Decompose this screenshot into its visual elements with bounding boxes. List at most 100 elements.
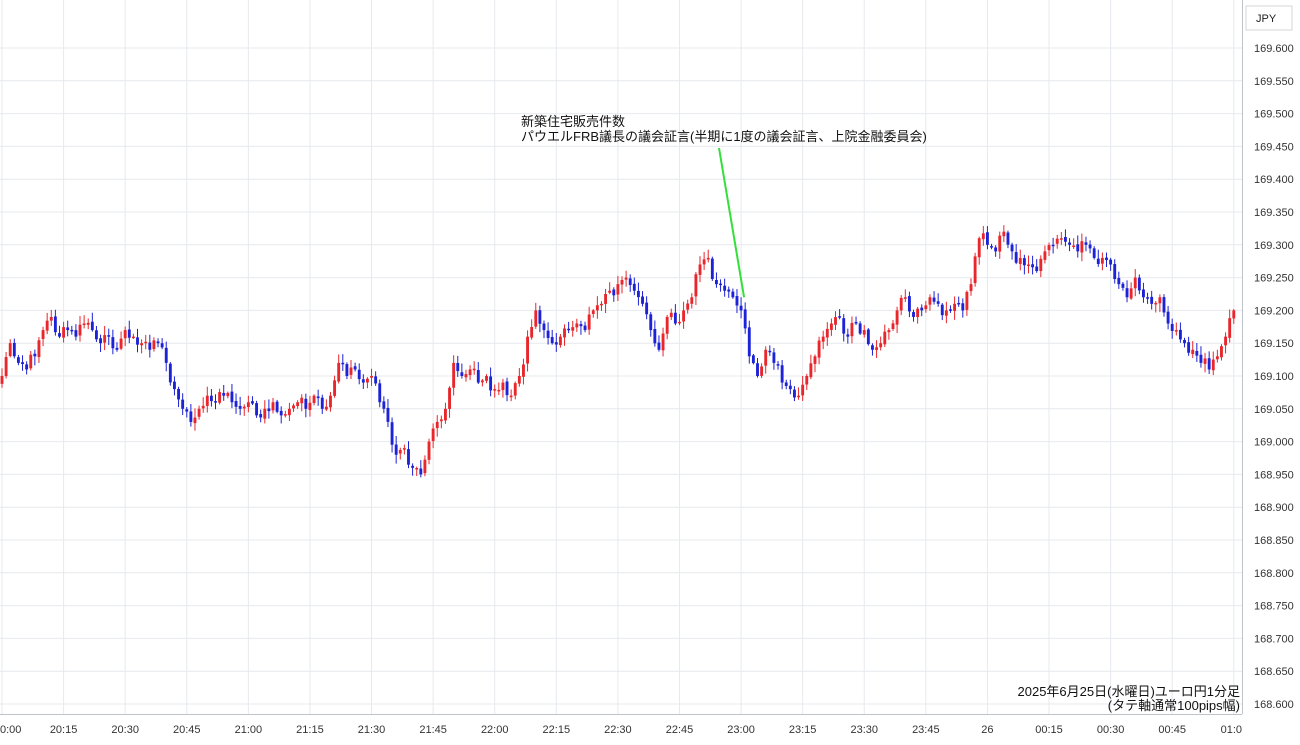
candle-body: [62, 327, 66, 338]
x-tick-label: 22:30: [604, 724, 632, 736]
candle-body: [1047, 245, 1051, 251]
candle-body: [349, 367, 353, 375]
candle-body: [850, 322, 854, 337]
x-tick-label: 00:45: [1158, 724, 1186, 736]
candle-body: [682, 310, 686, 322]
chart-title: 2025年6月25日(水曜日)ユーロ円1分足: [1018, 684, 1241, 699]
candle-body: [879, 343, 883, 348]
x-tick-label: 21:15: [296, 724, 324, 736]
candle-body: [456, 362, 460, 372]
candle-body: [1174, 330, 1178, 332]
candle-body: [168, 363, 172, 383]
candle-body: [977, 238, 981, 258]
candle-body: [694, 274, 698, 297]
candle-body: [969, 284, 973, 292]
candle-body: [784, 382, 788, 386]
candle-body: [103, 335, 107, 343]
candle-body: [678, 321, 681, 324]
candle-body: [1224, 336, 1228, 346]
candle-body: [1010, 244, 1014, 252]
y-tick-label: 169.050: [1254, 404, 1294, 416]
candle-body: [312, 395, 316, 404]
candle-body: [747, 327, 751, 357]
x-tick-label: 22:45: [666, 724, 694, 736]
x-tick-label: 0:00: [0, 724, 21, 736]
candle-body: [1105, 257, 1108, 261]
candle-body: [4, 357, 8, 377]
candle-body: [829, 323, 833, 330]
candle-body: [932, 297, 936, 302]
candle-body: [41, 330, 45, 340]
candle-body: [324, 406, 328, 410]
y-tick-label: 168.700: [1254, 633, 1294, 645]
y-tick-label: 169.300: [1254, 240, 1294, 252]
candle-body: [259, 414, 263, 418]
candle-body: [1002, 231, 1006, 237]
candle-body: [1096, 258, 1100, 264]
candle-body: [1072, 245, 1076, 248]
annotation-line-1: 新築住宅販売件数: [521, 114, 625, 129]
candle-body: [756, 363, 759, 376]
candle-body: [427, 441, 431, 460]
candle-body: [292, 405, 295, 409]
candle-body: [1121, 283, 1125, 288]
candle-body: [1142, 289, 1145, 298]
candle-body: [1031, 264, 1035, 268]
candle-body: [776, 364, 780, 366]
candle-body: [86, 322, 90, 325]
candle-body: [505, 381, 509, 396]
candle-body: [965, 291, 969, 310]
candle-body: [780, 365, 784, 383]
candle-body: [571, 327, 575, 331]
candle-body: [1064, 237, 1067, 242]
candle-body: [517, 376, 521, 384]
candle-body: [448, 387, 451, 409]
y-tick-label: 169.150: [1254, 338, 1294, 350]
candle-body: [353, 366, 357, 370]
candle-body: [846, 334, 850, 337]
y-tick-label: 168.950: [1254, 469, 1294, 481]
x-tick-label: 20:15: [50, 724, 78, 736]
candle-body: [370, 376, 373, 378]
candle-body: [300, 397, 304, 404]
candle-body: [287, 408, 291, 416]
candle-body: [579, 324, 583, 327]
candle-body: [731, 291, 735, 298]
candle-body: [0, 376, 4, 384]
x-tick-label: 00:30: [1097, 724, 1125, 736]
candle-body: [1092, 248, 1096, 258]
candle-body: [1055, 238, 1059, 244]
candle-body: [1228, 318, 1232, 338]
candle-body: [283, 414, 287, 416]
candle-body: [1203, 358, 1207, 364]
candle-body: [308, 402, 312, 410]
candle-body: [1191, 349, 1195, 355]
candle-body: [751, 355, 755, 364]
candle-body: [209, 395, 213, 402]
candle-body: [760, 366, 764, 376]
candle-body: [768, 350, 772, 353]
x-tick-label: 21:45: [419, 724, 447, 736]
candle-body: [1100, 257, 1104, 264]
candle-body: [702, 259, 706, 265]
candle-body: [452, 362, 456, 388]
candle-body: [238, 405, 242, 409]
candle-body: [485, 376, 488, 381]
candle-body: [998, 235, 1002, 252]
candle-body: [661, 333, 665, 351]
candle-body: [1166, 311, 1170, 324]
candle-body: [866, 329, 870, 345]
candle-body: [1076, 244, 1080, 252]
candle-body: [78, 324, 82, 336]
candle-body: [222, 392, 226, 396]
candle-body: [928, 297, 932, 305]
candle-body: [624, 277, 628, 280]
candle-body: [558, 336, 562, 346]
candle-body: [201, 405, 205, 409]
x-tick-label: 21:00: [235, 724, 263, 736]
candle-body: [1178, 329, 1182, 340]
candle-body: [1018, 257, 1022, 264]
candle-body: [136, 337, 139, 345]
candle-body: [641, 296, 644, 304]
candle-body: [719, 283, 722, 286]
